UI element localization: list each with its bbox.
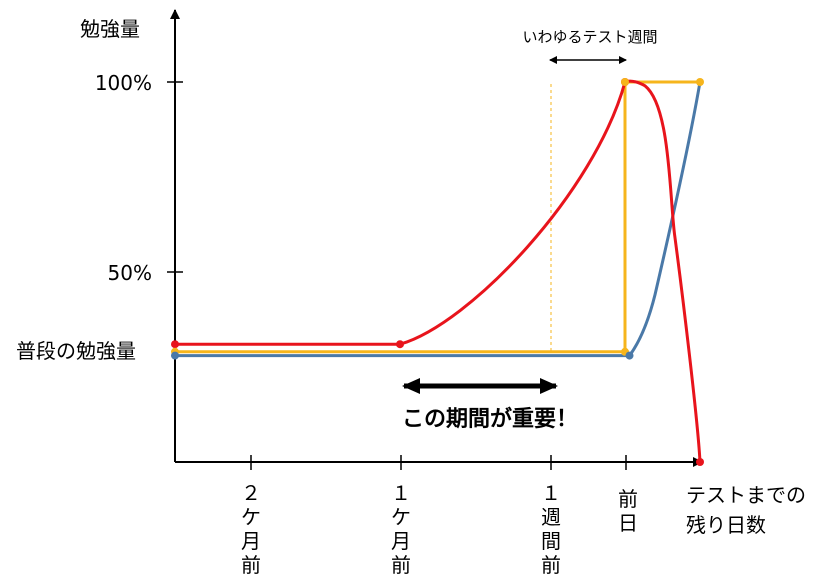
red-point-start: [171, 340, 179, 349]
baseline-label: 普段の勉強量: [16, 339, 136, 363]
x-tick-label-char: ケ: [241, 505, 261, 529]
x-tick-label-char: １: [391, 481, 411, 505]
series-line-orange: [175, 80, 700, 354]
x-tick-label-char: 週: [541, 505, 561, 529]
orange-point-jump-high: [621, 78, 629, 86]
important-period-label: この期間が重要！: [402, 406, 578, 432]
series-line-blue: [175, 81, 702, 358]
test-week-label: いわゆるテスト週間: [522, 28, 657, 46]
x-tick-label-char: １: [541, 481, 561, 505]
x-tick-label-char: 月: [241, 529, 261, 553]
x-tick-label-char: 日: [618, 511, 638, 535]
x-tick-label-char: 前: [618, 487, 638, 511]
blue-point-rise-start: [625, 351, 634, 360]
x-tick-label-day-before: 前日: [618, 487, 638, 535]
blue-point-start: [171, 351, 179, 360]
x-tick-label-char: 前: [391, 553, 411, 577]
x-tick-label-char: 前: [241, 553, 261, 577]
series-line-red: [175, 79, 702, 463]
x-axis-label-line2: 残り日数: [686, 513, 766, 537]
x-axis-label-line1: テストまでの: [686, 483, 806, 507]
x-tick-label-char: 間: [541, 529, 561, 553]
x-tick-label-char: ケ: [391, 505, 411, 529]
x-tick-label-char: ２: [241, 481, 261, 505]
series-points: [171, 78, 704, 466]
y-tick-label-100: 100%: [95, 71, 152, 95]
red-point-end: [696, 458, 704, 466]
orange-point-end: [696, 78, 704, 86]
x-tick-label-char: 前: [541, 553, 561, 577]
y-tick-label-50: 50%: [108, 261, 152, 285]
red-point-rise-start: [396, 340, 404, 349]
y-axis-label: 勉強量: [80, 17, 140, 41]
x-tick-label-char: 月: [391, 529, 411, 553]
